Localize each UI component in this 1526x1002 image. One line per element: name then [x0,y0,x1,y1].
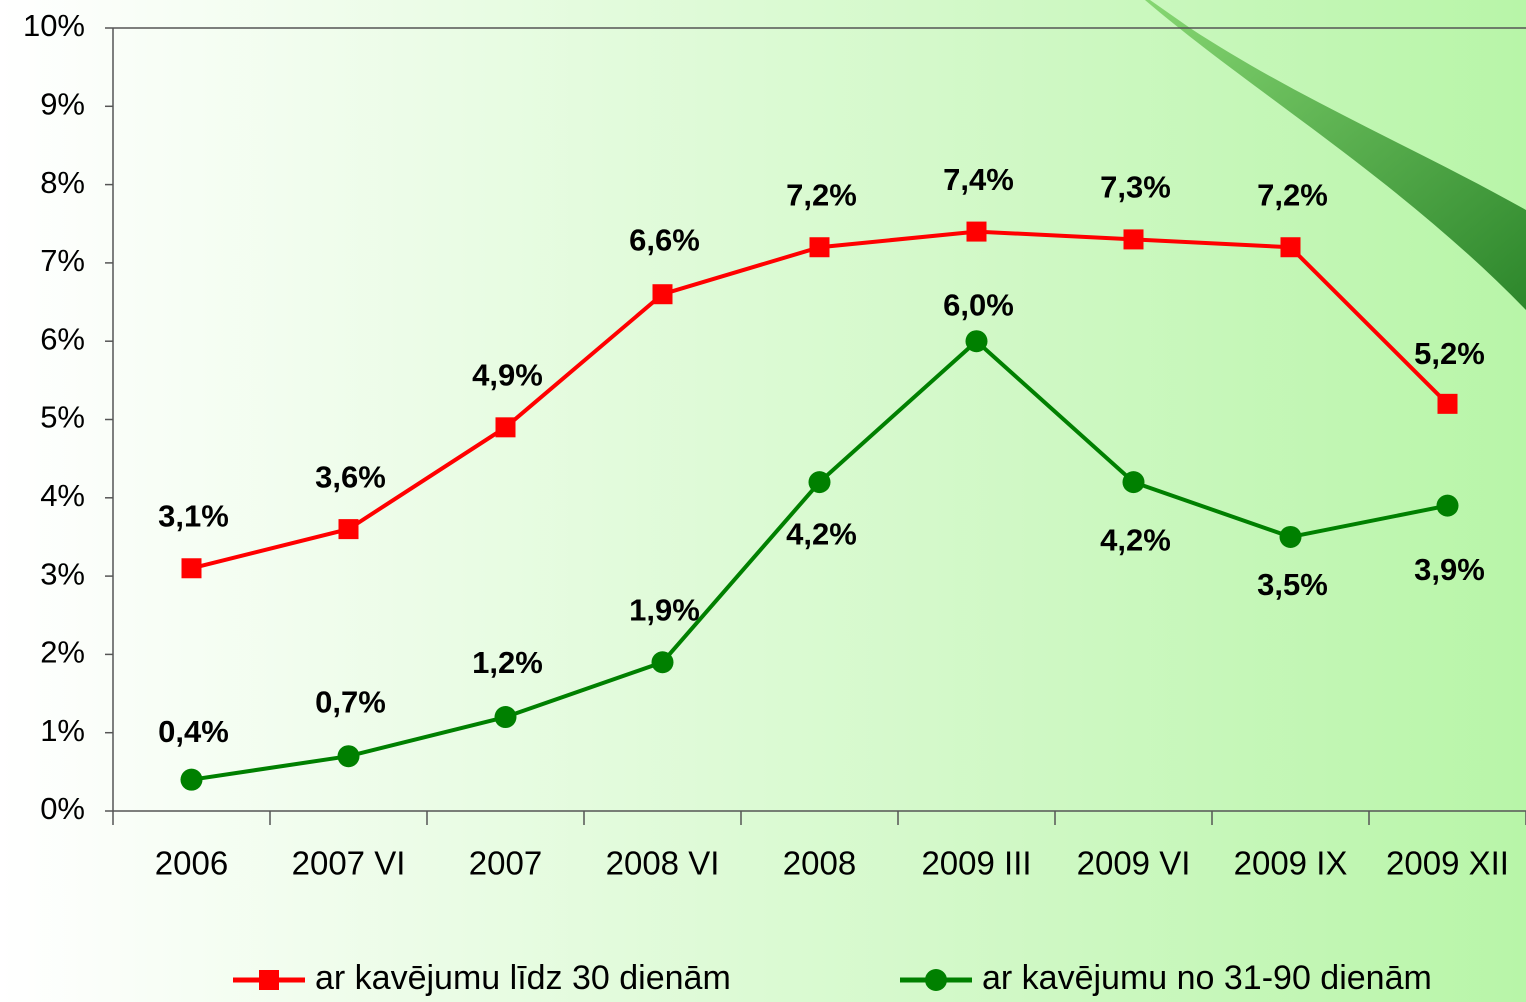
x-tick-label: 2007 VI [292,845,406,882]
value-label: 7,2% [1257,177,1328,212]
marker [967,222,987,242]
marker [1124,229,1144,249]
y-tick-label: 8% [40,165,85,200]
value-label: 3,9% [1414,552,1485,587]
marker [653,284,673,304]
y-tick-label: 5% [40,400,85,435]
marker [339,519,359,539]
chart: 0% 1% 2% 3% 4% 5% 6% 7% 8% 9% 10% 2006 2007 VI 2007 20… [0,0,1526,1002]
marker [1437,495,1459,517]
marker [1281,237,1301,257]
legend-label: ar kavējumu līdz 30 dienām [315,959,731,997]
value-label: 3,5% [1257,567,1328,602]
x-tick-label: 2008 [783,845,856,882]
value-label: 0,7% [315,684,386,719]
y-tick-label: 4% [40,478,85,513]
value-label: 7,2% [786,177,857,212]
legend-marker [925,969,947,991]
marker [966,330,988,352]
x-tick-label: 2008 VI [606,845,720,882]
marker [182,558,202,578]
x-tick-label: 2009 IX [1234,845,1348,882]
marker [338,745,360,767]
marker [1280,526,1302,548]
value-label: 5,2% [1414,336,1485,371]
marker [809,471,831,493]
value-label: 6,0% [943,287,1014,322]
legend-label: ar kavējumu no 31-90 dienām [982,959,1432,997]
value-label: 3,6% [315,459,386,494]
y-tick-label: 2% [40,635,85,670]
x-tick-label: 2009 VI [1077,845,1191,882]
value-label: 7,3% [1100,170,1171,205]
legend-marker [259,970,279,990]
value-label: 4,2% [1100,522,1171,557]
y-tick-label: 3% [40,556,85,591]
page: 0% 1% 2% 3% 4% 5% 6% 7% 8% 9% 10% 2006 2007 VI 2007 20… [0,0,1526,1002]
x-tick-label: 2009 XII [1386,845,1509,882]
marker [495,706,517,728]
marker [1123,471,1145,493]
y-tick-label: 7% [40,243,85,278]
marker [810,237,830,257]
value-label: 7,4% [943,162,1014,197]
value-label: 4,2% [786,516,857,551]
marker [496,417,516,437]
value-label: 1,2% [472,645,543,680]
y-tick-label: 10% [23,8,85,43]
value-label: 1,9% [629,592,700,627]
x-tick-label: 2006 [155,845,228,882]
x-tick-label: 2009 III [921,845,1031,882]
y-tick-label: 9% [40,86,85,121]
y-tick-label: 6% [40,321,85,356]
y-tick-label: 1% [40,713,85,748]
value-label: 0,4% [158,714,229,749]
y-tick-label: 0% [40,791,85,826]
value-label: 4,9% [472,358,543,393]
value-label: 3,1% [158,498,229,533]
marker [181,769,203,791]
value-label: 6,6% [629,222,700,257]
x-tick-label: 2007 [469,845,542,882]
marker [652,651,674,673]
marker [1438,394,1458,414]
